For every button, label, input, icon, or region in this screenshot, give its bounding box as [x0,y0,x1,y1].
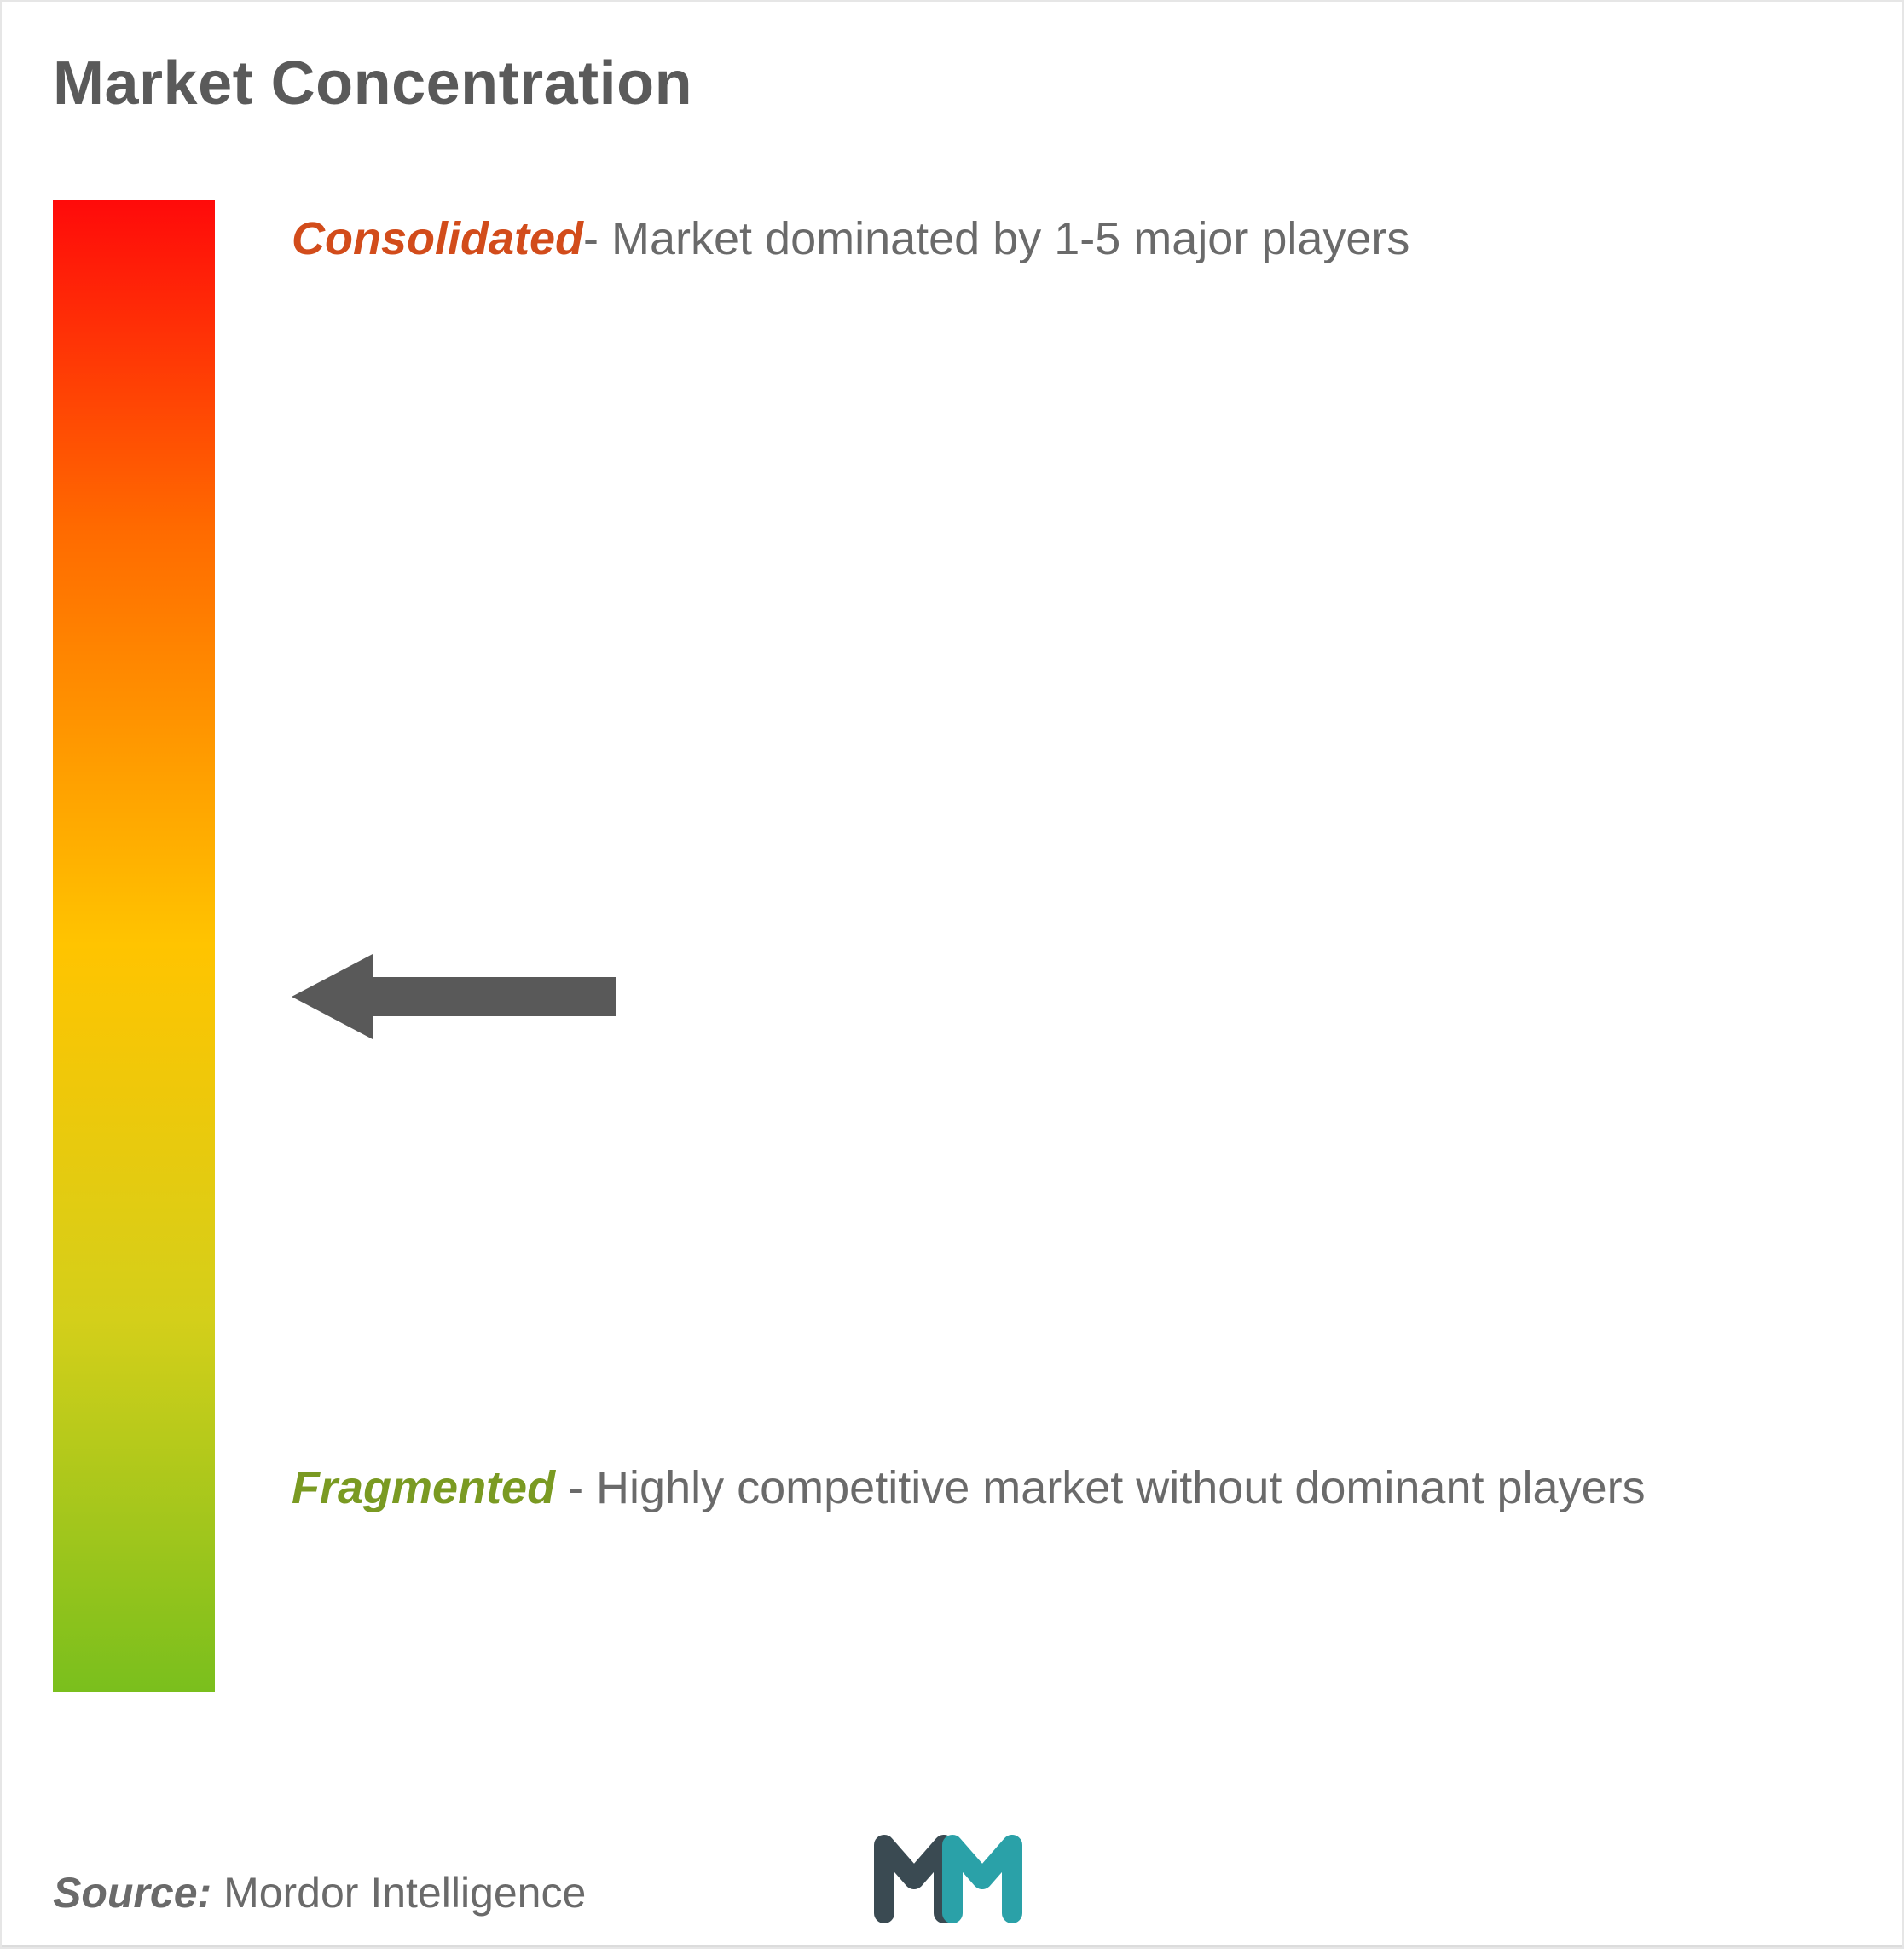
bottom-divider [2,1945,1902,1947]
source-attribution: Source: Mordor Intelligence [53,1868,586,1917]
source-value: Mordor Intelligence [223,1869,586,1917]
consolidated-label: Consolidated- Market dominated by 1-5 ma… [292,208,1826,270]
fragmented-term: Fragmented [292,1462,555,1513]
fragmented-label: Fragmented - Highly competitive market w… [292,1444,1826,1532]
title: Market Concentration [53,49,1851,119]
content-area: Consolidated- Market dominated by 1-5 ma… [53,200,1851,1692]
fragmented-description: - Highly competitive market without domi… [555,1462,1646,1513]
infographic-card: Market Concentration Consolidated- Marke… [0,0,1904,1949]
consolidated-description: - Market dominated by 1-5 major players [583,213,1409,264]
position-indicator-arrow [292,950,616,1044]
source-label: Source: [53,1869,211,1917]
mordor-logo-icon [867,1819,1038,1930]
concentration-gradient-bar [53,200,215,1692]
arrow-left-icon [292,950,616,1044]
consolidated-term: Consolidated [292,213,583,264]
